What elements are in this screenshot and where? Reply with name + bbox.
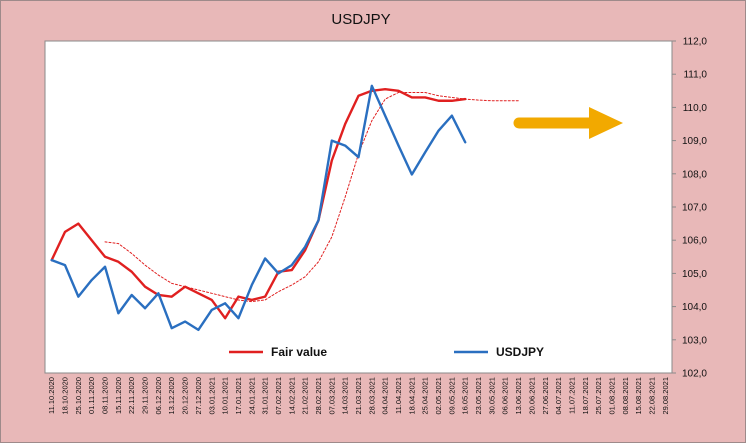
- forecast-arrow-icon: [513, 107, 623, 139]
- y-tick-label: 107,0: [682, 203, 707, 214]
- x-tick-label: 10.01.2021: [221, 377, 230, 415]
- x-tick-label: 21.02.2021: [301, 377, 310, 415]
- x-tick-label: 16.05.2021: [461, 377, 470, 415]
- x-tick-label: 06.06.2021: [501, 377, 510, 415]
- y-tick-label: 106,0: [682, 236, 707, 247]
- x-tick-label: 18.04.2021: [407, 377, 416, 415]
- series-lines: [50, 84, 520, 332]
- x-tick-label: 29.11.2020: [141, 377, 150, 414]
- x-tick-label: 14.03.2021: [341, 377, 350, 415]
- x-tick-label: 11.10.2020: [47, 377, 56, 414]
- x-axis: 11.10.2020 18.10.2020 25.10.2020 01.11.2020…: [47, 377, 670, 415]
- x-tick-label: 13.06.2021: [514, 377, 523, 415]
- y-tick-label: 103,0: [682, 335, 707, 346]
- y-tick-label: 110,0: [683, 103, 708, 114]
- x-tick-label: 29.08.2021: [661, 377, 670, 415]
- x-tick-label: 09.05.2021: [447, 377, 456, 415]
- x-tick-label: 15.11.2020: [114, 377, 123, 414]
- x-tick-label: 27.12.2020: [194, 377, 203, 415]
- x-tick-label: 20.12.2020: [181, 377, 190, 415]
- x-tick-label: 13.12.2020: [167, 377, 176, 415]
- x-tick-label: 18.07.2021: [581, 377, 590, 415]
- x-tick-label: 22.08.2021: [647, 377, 656, 415]
- x-tick-label: 28.03.2021: [367, 377, 376, 415]
- x-tick-label: 01.08.2021: [607, 377, 616, 415]
- x-tick-label: 07.02.2021: [274, 377, 283, 415]
- y-tick-label: 105,0: [682, 269, 707, 280]
- x-tick-label: 15.08.2021: [634, 377, 643, 415]
- x-tick-label: 30.05.2021: [487, 377, 496, 415]
- series-line-usdjpy: [50, 84, 467, 332]
- legend-label-usdjpy: USDJPY: [496, 345, 544, 359]
- series-line-fair-value: [50, 87, 467, 320]
- legend-label-fair-value: Fair value: [271, 345, 327, 359]
- plot-area: [44, 40, 673, 374]
- x-tick-label: 27.06.2021: [541, 377, 550, 415]
- y-tick-label: 108,0: [682, 169, 707, 180]
- x-tick-label: 11.07.2021: [567, 377, 576, 414]
- y-axis: 102,0 103,0 104,0 105,0 106,0 107,0 108,0 109,0…: [672, 37, 707, 380]
- x-tick-label: 31.01.2021: [261, 377, 270, 415]
- x-tick-label: 17.01.2021: [234, 377, 243, 415]
- x-tick-label: 20.06.2021: [527, 377, 536, 415]
- x-tick-label: 04.04.2021: [381, 377, 390, 415]
- series-line-fair-value-trend: [104, 91, 520, 303]
- legend: Fair value USDJPY: [229, 345, 544, 359]
- x-tick-label: 18.10.2020: [61, 377, 70, 415]
- x-tick-label: 07.03.2021: [327, 377, 336, 415]
- x-tick-label: 14.02.2021: [287, 377, 296, 415]
- y-tick-label: 102,0: [682, 369, 707, 380]
- x-tick-label: 22.11.2020: [127, 377, 136, 414]
- x-tick-label: 08.08.2021: [621, 377, 630, 415]
- x-tick-label: 08.11.2020: [101, 377, 110, 414]
- x-tick-label: 25.10.2020: [74, 377, 83, 415]
- x-tick-label: 03.01.2021: [207, 377, 216, 415]
- x-tick-label: 06.12.2020: [154, 377, 163, 415]
- x-tick-label: 25.07.2021: [594, 377, 603, 415]
- x-tick-label: 11.04.2021: [394, 377, 403, 414]
- x-tick-label: 25.04.2021: [421, 377, 430, 415]
- x-tick-label: 01.11.2020: [87, 377, 96, 414]
- y-tick-label: 111,0: [683, 70, 707, 81]
- x-tick-label: 02.05.2021: [434, 377, 443, 415]
- x-tick-label: 28.02.2021: [314, 377, 323, 415]
- x-tick-label: 21.03.2021: [354, 377, 363, 415]
- chart-title: USDJPY: [331, 11, 390, 28]
- x-tick-label: 04.07.2021: [554, 377, 563, 415]
- y-tick-label: 112,0: [683, 37, 708, 48]
- x-tick-label: 24.01.2021: [247, 377, 256, 415]
- y-tick-label: 104,0: [682, 302, 707, 313]
- x-tick-label: 23.05.2021: [474, 377, 483, 415]
- y-tick-label: 109,0: [682, 136, 707, 147]
